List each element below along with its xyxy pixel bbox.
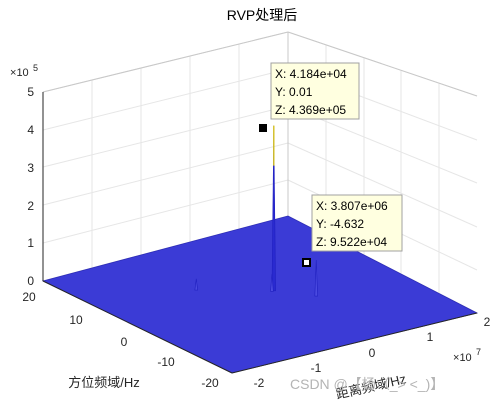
surface-peak [270, 274, 274, 292]
x-tick-label: 0 [121, 335, 128, 349]
datatip-secondary-peak[interactable]: X: 3.807e+06 Y: -4.632 Z: 9.522e+04 [302, 194, 403, 267]
x-ticks: 20 10 0 -10 -20 [22, 290, 219, 390]
surface-peak [194, 278, 199, 291]
y-tick-label: 1 [427, 330, 434, 344]
z-tick-label: 1 [27, 236, 34, 250]
datatip-y: Y: 0.01 [275, 85, 313, 99]
y-tick-label: -2 [254, 376, 265, 390]
datatip-y: Y: -4.632 [316, 217, 364, 231]
y-tick-label: 2 [484, 315, 491, 329]
y-ticks: -2 -1 0 1 2 [254, 315, 491, 390]
surface-peaks [194, 125, 318, 297]
x-tick-label: -10 [157, 355, 175, 369]
y-tick-label: -1 [311, 361, 322, 375]
datatip-box [311, 194, 403, 252]
z-tick-label: 3 [27, 161, 34, 175]
x-axis-label: 方位频域/Hz [68, 375, 140, 390]
z-tick-label: 2 [27, 199, 34, 213]
y-tick-label: 0 [369, 346, 376, 360]
z-tick-label: 4 [27, 123, 34, 137]
axes-lines [42, 92, 478, 374]
datatip-marker-inner [304, 260, 309, 265]
datatip-box [270, 62, 360, 120]
surface-peak [314, 260, 318, 297]
datatip-main-peak[interactable]: X: 4.184e+04 Y: 0.01 Z: 4.369e+05 [259, 62, 360, 132]
y-axis-line [231, 312, 478, 374]
datatip-z: Z: 9.522e+04 [316, 235, 387, 249]
x-tick-label: -20 [201, 376, 219, 390]
surface-peak [271, 125, 276, 292]
z-exponent-power: 5 [33, 63, 38, 73]
datatip-z: Z: 4.369e+05 [275, 103, 346, 117]
datatip-x: X: 3.807e+06 [316, 199, 388, 213]
left-back-pane [43, 32, 288, 281]
datatip-marker[interactable] [259, 124, 267, 132]
z-ticks: 0 1 2 3 4 5 [27, 85, 34, 288]
z-tick-label: 5 [27, 85, 34, 99]
y-exponent-power: 7 [476, 347, 481, 357]
x-tick-label: 20 [22, 290, 36, 304]
x-axis-line [42, 280, 233, 374]
x-tick-label: 10 [69, 313, 83, 327]
datatip-x: X: 4.184e+04 [275, 67, 347, 81]
watermark: CSDN @【杨（_> <_)】 [290, 376, 444, 392]
y-exponent-base: ×10 [453, 352, 472, 364]
z-tick-label: 0 [27, 274, 34, 288]
chart-title: RVP处理后 [227, 7, 298, 23]
z-exponent-base: ×10 [10, 67, 29, 79]
